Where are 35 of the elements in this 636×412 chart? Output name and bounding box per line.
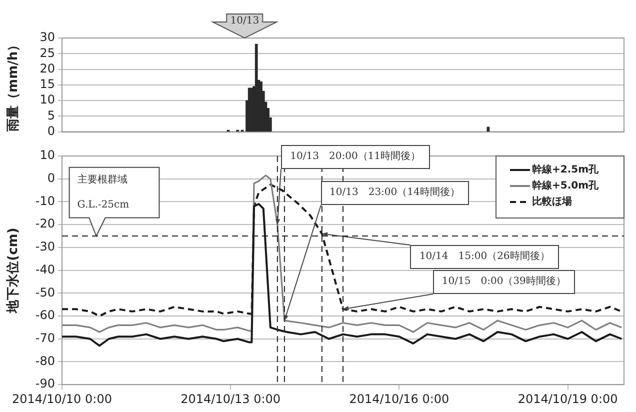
legend-label: 幹線+2.5m孔: [532, 164, 600, 176]
bar: [254, 44, 258, 132]
annotation: 10/14 15:00（26時間後）: [410, 245, 559, 270]
y-tick-label: 25: [40, 46, 55, 60]
y-tick-label: 0: [47, 170, 55, 185]
text: 10/13: [230, 16, 260, 27]
y-tick-label: 15: [40, 77, 55, 92]
y-tick-label: -60: [35, 308, 55, 322]
y-tick-label: 0: [47, 124, 55, 138]
y-tick-label: -10: [35, 194, 55, 208]
y-tick-label: -40: [35, 262, 55, 276]
y-tick-label: -30: [35, 240, 55, 254]
annotation: 10/13 23:00（14時間後）: [320, 181, 469, 206]
y-tick-label: -50: [35, 285, 55, 300]
legend-label: 幹線+5.0m孔: [532, 180, 600, 192]
y-tick-label: -80: [35, 354, 55, 368]
ref-line-label: G.L.-25cm: [77, 200, 130, 211]
y-axis-title: 雨量（mm/h）: [6, 38, 22, 132]
y-tick-label: 10: [40, 92, 55, 107]
y-tick-label: 10: [40, 148, 55, 162]
y-tick-label: -20: [35, 216, 55, 231]
annotation: 10/13 20:00（11時間後）: [281, 144, 430, 169]
x-tick-label: 2014/10/10 0:00: [12, 392, 112, 406]
y-axis-title: 地下水位(cm): [6, 228, 22, 314]
annotation: 主要根群域: [77, 174, 128, 186]
y-tick-label: -90: [35, 376, 55, 391]
x-tick-label: 2014/10/16 0:00: [349, 392, 450, 406]
x-tick-label: 2014/10/13 0:00: [180, 392, 281, 406]
y-tick-label: 30: [40, 30, 55, 44]
legend-label: 比較ほ場: [532, 196, 572, 208]
x-tick-label: 2014/10/19 0:00: [518, 392, 618, 406]
annotation: 10/15 0:00（39時間後）: [432, 270, 575, 294]
y-tick-label: 20: [40, 61, 55, 76]
y-tick-label: -70: [35, 331, 55, 346]
y-tick-label: 5: [47, 108, 55, 122]
